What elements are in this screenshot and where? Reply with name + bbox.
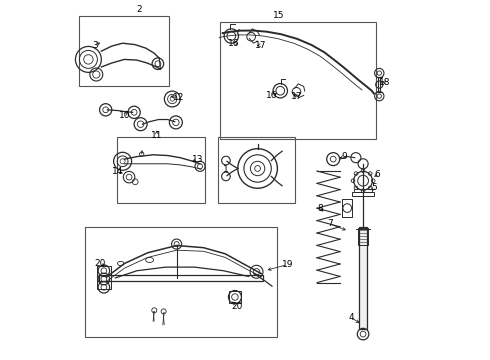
Text: 16: 16 [228,40,240,49]
Text: 17: 17 [292,92,303,101]
Text: 4: 4 [348,313,354,322]
Bar [220,22,376,139]
Text: 10: 10 [119,111,130,120]
Bar [354,189,372,192]
Bar [229,291,242,303]
Bar [97,266,111,289]
Text: 13: 13 [193,154,204,163]
Text: 1: 1 [223,165,229,174]
Text: 8: 8 [317,204,323,212]
Text: 20: 20 [95,259,106,268]
Text: 9: 9 [341,152,347,161]
Bar [218,137,295,203]
Text: 2: 2 [136,4,142,13]
Bar [352,192,374,196]
Text: 7: 7 [327,219,333,228]
Bar [358,228,368,245]
Text: 16: 16 [266,91,278,100]
Text: 11: 11 [151,130,163,139]
Text: 14: 14 [112,166,123,175]
Text: 17: 17 [255,40,267,49]
Text: 6: 6 [374,170,380,179]
Text: 18: 18 [379,77,391,86]
Bar [117,137,205,203]
Text: 3: 3 [93,40,98,49]
Bar [79,16,170,86]
Text: 15: 15 [273,10,285,19]
Text: 19: 19 [282,260,293,269]
Text: 20: 20 [231,302,243,311]
Bar [85,227,277,337]
Text: 12: 12 [172,94,184,102]
Text: 5: 5 [371,184,377,192]
Bar [359,227,368,329]
Bar [99,275,263,281]
Bar [342,199,352,217]
